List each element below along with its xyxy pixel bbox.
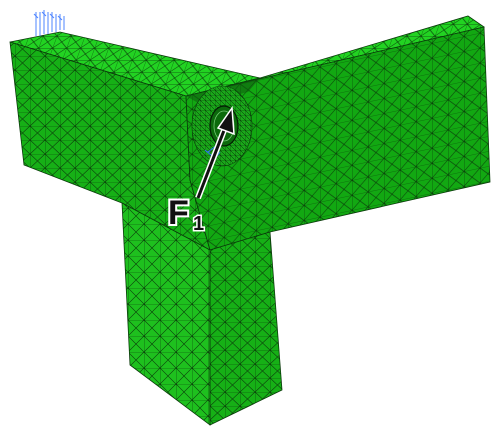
force-label: F 1 (166, 192, 206, 237)
force-arrow-icon (195, 105, 235, 200)
constraint-arrows-icon (33, 10, 65, 36)
force-label-letter: F (168, 194, 189, 232)
leg-right-face (209, 231, 283, 426)
force-label-subscript: 1 (193, 213, 204, 235)
